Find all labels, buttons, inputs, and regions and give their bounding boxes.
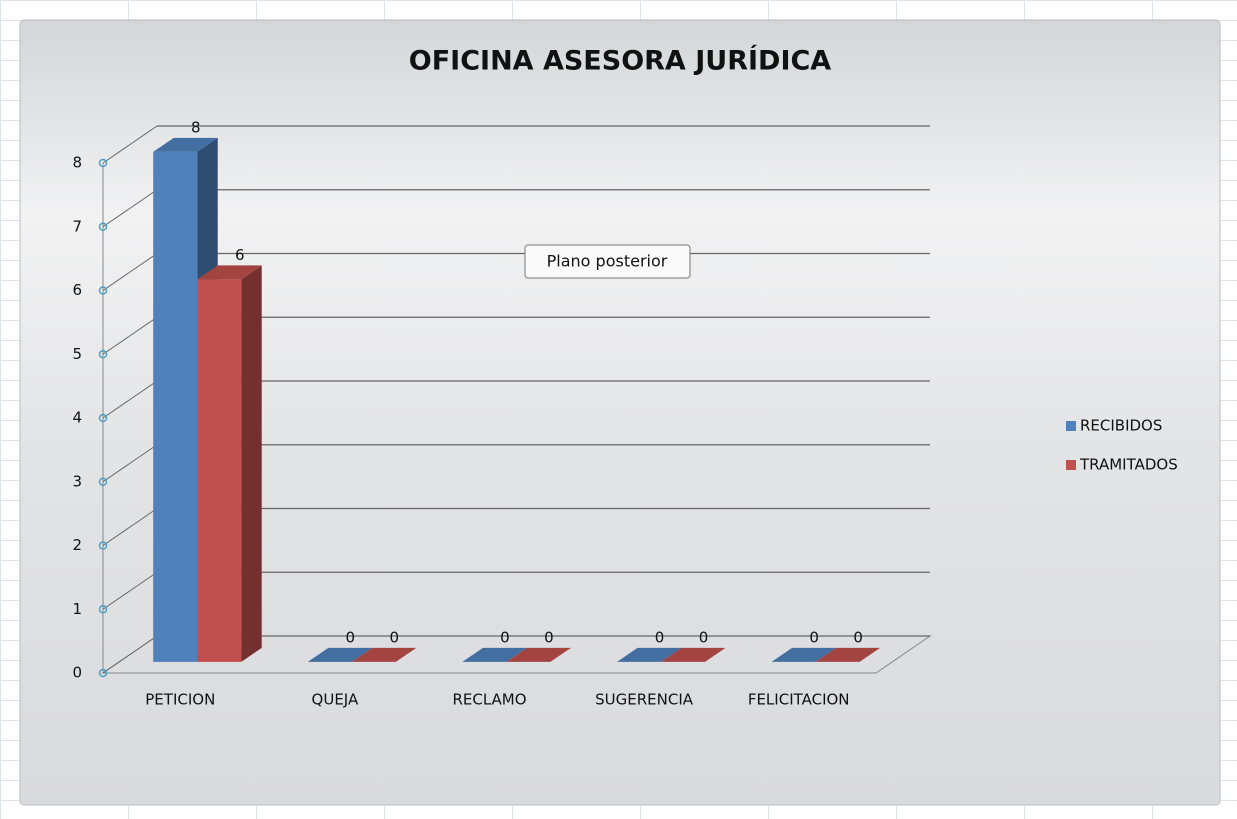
bar-top — [462, 647, 527, 662]
data-label: 6 — [235, 246, 245, 264]
bar-top — [506, 647, 571, 662]
y-tick-label: 8 — [72, 154, 82, 172]
grid-line-side — [102, 380, 158, 419]
grid-line-side — [102, 508, 158, 546]
bar — [197, 279, 242, 662]
bar-top — [351, 647, 417, 662]
tick-marker — [98, 413, 108, 423]
bar-top — [197, 265, 262, 280]
plot-area: 0 1 2 3 4 5 6 7 8 PETICION QUEJA RECLAMO SUGERENCIA F… — [72, 118, 932, 709]
bar-top — [815, 647, 881, 662]
tooltip-box — [524, 244, 691, 279]
data-label: 0 — [655, 628, 665, 646]
tooltip-text: Plano posterior — [547, 252, 668, 271]
y-tick-label: 5 — [72, 345, 82, 363]
tick-marker — [98, 541, 108, 550]
bar — [153, 151, 198, 662]
y-tick-label: 6 — [72, 281, 82, 299]
grid-line-side — [102, 253, 158, 291]
bar-top — [771, 647, 837, 662]
tick-marker — [98, 158, 108, 168]
tick-marker — [98, 605, 108, 614]
bar-top — [661, 647, 726, 662]
tick-marker — [98, 222, 108, 231]
y-tick-label: 3 — [72, 472, 82, 490]
legend-label: RECIBIDOS — [1080, 417, 1162, 435]
y-tick-label: 0 — [72, 664, 82, 682]
y-tick-label: 2 — [72, 536, 82, 554]
legend-swatch — [1066, 421, 1076, 431]
bar-top — [153, 137, 218, 152]
grid-line-side — [102, 125, 158, 164]
chart-area — [19, 19, 1221, 806]
tick-marker — [98, 668, 108, 678]
y-tick-label: 4 — [72, 409, 82, 427]
data-label: 0 — [346, 628, 356, 646]
grid-line-side — [102, 316, 158, 355]
tick-marker — [98, 477, 108, 486]
grid-line-side — [102, 571, 158, 610]
x-tick-label: QUEJA — [312, 691, 359, 709]
y-tick-label: 7 — [72, 217, 82, 235]
tick-marker — [98, 286, 108, 295]
grid-line-side — [102, 444, 158, 483]
tooltip: Plano posterior — [524, 244, 691, 279]
tick-marker — [98, 350, 108, 359]
data-label: 0 — [853, 628, 863, 646]
data-label: 8 — [191, 118, 201, 136]
grid-line-side — [102, 635, 158, 674]
bar-side — [241, 265, 262, 662]
y-tick-label: 1 — [72, 600, 82, 618]
bar-top — [307, 647, 373, 662]
data-label: 0 — [699, 628, 709, 646]
bar-top — [617, 647, 682, 662]
data-label: 0 — [500, 628, 510, 646]
legend-swatch — [1066, 460, 1076, 470]
x-tick-label: FELICITACION — [748, 691, 850, 709]
grid-line-side — [102, 189, 158, 228]
x-tick-label: RECLAMO — [452, 691, 526, 709]
data-label: 0 — [390, 628, 400, 646]
legend-label: TRAMITADOS — [1079, 456, 1178, 474]
data-label: 0 — [544, 628, 554, 646]
data-label: 0 — [809, 628, 819, 646]
x-tick-label: PETICION — [145, 691, 215, 709]
chart-title: OFICINA ASESORA JURÍDICA — [409, 45, 832, 77]
x-tick-label: SUGERENCIA — [595, 691, 694, 709]
